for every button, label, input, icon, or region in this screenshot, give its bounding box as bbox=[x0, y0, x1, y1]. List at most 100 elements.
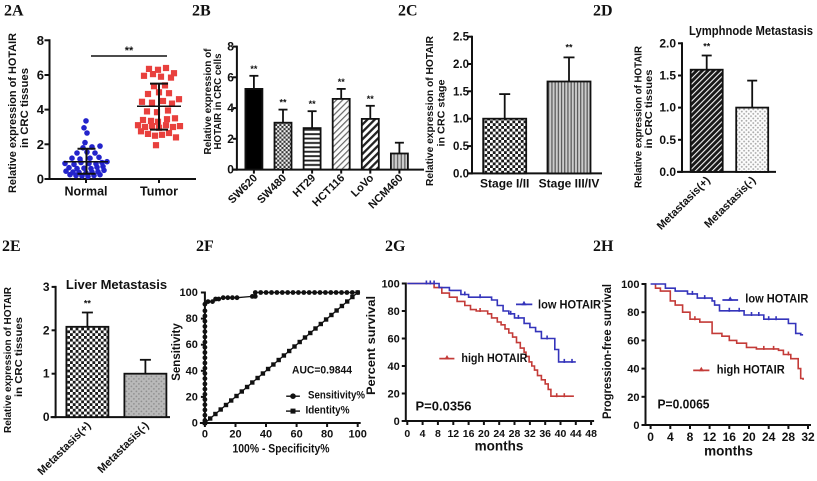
svg-text:20: 20 bbox=[478, 428, 490, 440]
svg-text:Relative expression of HOTAIR: Relative expression of HOTAIR bbox=[2, 287, 14, 433]
svg-text:24: 24 bbox=[762, 430, 776, 444]
svg-text:months: months bbox=[475, 439, 524, 454]
svg-text:Normal: Normal bbox=[64, 185, 107, 199]
svg-text:4: 4 bbox=[37, 102, 45, 117]
svg-text:Sensitivity%: Sensitivity% bbox=[308, 390, 365, 402]
svg-text:20: 20 bbox=[229, 429, 241, 441]
svg-text:**: ** bbox=[338, 77, 346, 87]
svg-text:AUC=0.9844: AUC=0.9844 bbox=[292, 365, 353, 377]
svg-text:2B: 2B bbox=[192, 3, 211, 20]
svg-text:low HOTAIR: low HOTAIR bbox=[745, 294, 809, 306]
svg-text:0.0: 0.0 bbox=[453, 168, 469, 180]
svg-text:0: 0 bbox=[227, 163, 234, 177]
svg-text:24: 24 bbox=[493, 428, 505, 440]
svg-text:20: 20 bbox=[627, 392, 639, 404]
svg-text:28: 28 bbox=[509, 428, 521, 440]
svg-text:8: 8 bbox=[435, 428, 441, 440]
svg-text:4: 4 bbox=[667, 430, 674, 444]
svg-text:1.5: 1.5 bbox=[453, 86, 470, 98]
svg-text:80: 80 bbox=[388, 306, 400, 318]
svg-text:20: 20 bbox=[186, 391, 198, 403]
svg-text:60: 60 bbox=[627, 335, 639, 347]
svg-text:**: ** bbox=[367, 94, 375, 104]
svg-text:Relative expression of HOTAIR: Relative expression of HOTAIR bbox=[633, 46, 645, 188]
svg-text:0.5: 0.5 bbox=[453, 141, 470, 153]
svg-text:1.0: 1.0 bbox=[659, 101, 676, 115]
svg-text:40: 40 bbox=[555, 428, 567, 440]
svg-text:HOTAIR in CRC cells: HOTAIR in CRC cells bbox=[212, 53, 224, 149]
svg-text:0.5: 0.5 bbox=[659, 133, 676, 147]
svg-text:0: 0 bbox=[404, 428, 410, 440]
svg-text:Stage III/IV: Stage III/IV bbox=[539, 176, 600, 190]
svg-text:2F: 2F bbox=[196, 238, 214, 255]
svg-text:in CRC tissues: in CRC tissues bbox=[643, 69, 655, 148]
svg-text:**: ** bbox=[279, 98, 287, 108]
svg-text:40: 40 bbox=[388, 361, 400, 373]
svg-text:in CRC tissues: in CRC tissues bbox=[19, 68, 31, 148]
svg-text:100: 100 bbox=[621, 279, 639, 291]
svg-text:12: 12 bbox=[703, 430, 717, 444]
svg-text:28: 28 bbox=[782, 430, 796, 444]
svg-text:**: ** bbox=[565, 42, 573, 52]
svg-text:P=0.0356: P=0.0356 bbox=[416, 398, 472, 413]
svg-text:8: 8 bbox=[37, 33, 44, 48]
svg-text:2A: 2A bbox=[4, 3, 24, 20]
svg-text:0: 0 bbox=[37, 172, 44, 187]
svg-text:0: 0 bbox=[647, 430, 654, 444]
svg-text:0: 0 bbox=[43, 410, 50, 424]
svg-text:Relative expression of HOTAIR: Relative expression of HOTAIR bbox=[424, 36, 436, 186]
svg-text:2.5: 2.5 bbox=[453, 32, 470, 44]
svg-text:**: ** bbox=[250, 64, 258, 74]
svg-text:Sensitivity: Sensitivity bbox=[171, 323, 183, 381]
svg-text:48: 48 bbox=[585, 428, 597, 440]
svg-text:in CRC tissues: in CRC tissues bbox=[13, 317, 25, 397]
svg-text:80: 80 bbox=[186, 313, 198, 325]
svg-text:0: 0 bbox=[394, 416, 400, 428]
svg-text:Lymphnode Metastasis: Lymphnode Metastasis bbox=[689, 24, 813, 38]
svg-text:Percent survival: Percent survival bbox=[364, 296, 378, 395]
svg-text:1.5: 1.5 bbox=[659, 69, 676, 83]
svg-text:high HOTAIR: high HOTAIR bbox=[461, 353, 528, 365]
svg-text:2: 2 bbox=[43, 323, 50, 337]
svg-text:2G: 2G bbox=[385, 238, 406, 255]
svg-text:P=0.0065: P=0.0065 bbox=[658, 398, 710, 412]
svg-text:4: 4 bbox=[420, 428, 426, 440]
svg-text:100: 100 bbox=[180, 287, 198, 299]
svg-text:0: 0 bbox=[633, 420, 639, 432]
svg-text:2: 2 bbox=[37, 137, 44, 152]
svg-text:in CRC stage: in CRC stage bbox=[436, 79, 448, 146]
svg-text:80: 80 bbox=[627, 307, 639, 319]
svg-text:high HOTAIR: high HOTAIR bbox=[717, 364, 786, 376]
svg-text:0: 0 bbox=[192, 418, 198, 430]
svg-text:16: 16 bbox=[463, 428, 475, 440]
svg-text:2E: 2E bbox=[2, 238, 21, 255]
svg-text:60: 60 bbox=[186, 339, 198, 351]
svg-text:2: 2 bbox=[227, 132, 234, 146]
svg-text:12: 12 bbox=[447, 428, 459, 440]
svg-text:80: 80 bbox=[321, 429, 333, 441]
svg-text:40: 40 bbox=[186, 365, 198, 377]
svg-text:1.0: 1.0 bbox=[453, 114, 469, 126]
svg-text:40: 40 bbox=[260, 429, 272, 441]
svg-text:2D: 2D bbox=[593, 3, 613, 20]
svg-text:low HOTAIR: low HOTAIR bbox=[538, 300, 602, 312]
svg-text:Liver Metastasis: Liver Metastasis bbox=[66, 277, 167, 292]
svg-text:6: 6 bbox=[227, 70, 234, 84]
svg-text:Progression-free survival: Progression-free survival bbox=[602, 284, 614, 419]
svg-text:0: 0 bbox=[202, 429, 208, 441]
svg-text:40: 40 bbox=[627, 364, 639, 376]
svg-text:2.0: 2.0 bbox=[659, 36, 676, 50]
svg-text:8: 8 bbox=[227, 40, 234, 54]
svg-text:20: 20 bbox=[388, 389, 400, 401]
svg-text:months: months bbox=[704, 444, 753, 459]
svg-text:20: 20 bbox=[742, 430, 756, 444]
svg-text:3: 3 bbox=[43, 280, 50, 294]
svg-text:6: 6 bbox=[37, 68, 44, 83]
svg-text:2.0: 2.0 bbox=[453, 59, 469, 71]
svg-text:**: ** bbox=[84, 299, 92, 309]
svg-text:16: 16 bbox=[723, 430, 737, 444]
svg-text:32: 32 bbox=[801, 430, 815, 444]
svg-text:4: 4 bbox=[227, 101, 234, 115]
svg-text:Relative expression of HOTAIR: Relative expression of HOTAIR bbox=[7, 33, 19, 193]
svg-text:0.0: 0.0 bbox=[659, 165, 676, 179]
